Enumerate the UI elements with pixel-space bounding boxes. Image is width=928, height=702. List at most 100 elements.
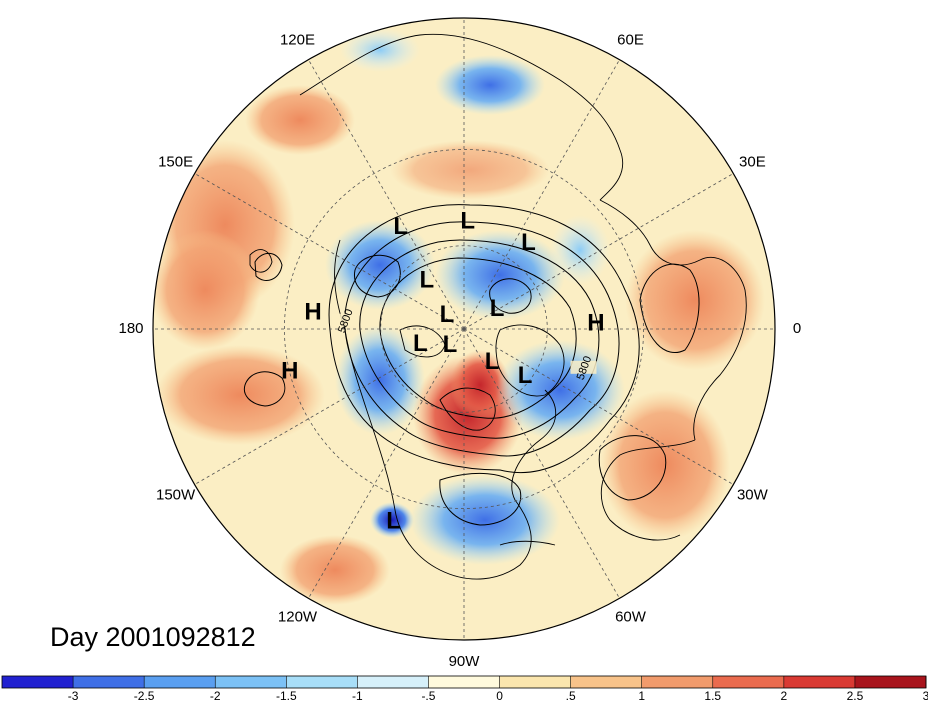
low-pressure-marker: L [443, 331, 458, 358]
colorbar-label: 3 [923, 689, 928, 702]
meridian-line [463, 328, 734, 485]
colorbar-swatch [783, 676, 856, 688]
longitude-label: 60W [615, 608, 647, 625]
colorbar-label: -2 [210, 689, 221, 702]
low-pressure-marker: L [521, 229, 536, 256]
colorbar-label: -2.5 [134, 689, 155, 702]
page-title: Day 2001092812 [50, 622, 256, 652]
longitude-label: 30E [739, 153, 766, 170]
longitude-label: 90W [449, 653, 481, 670]
low-pressure-marker: L [518, 362, 533, 389]
coast-africa [600, 439, 696, 541]
anomaly-europe [625, 230, 765, 370]
low-pressure-marker: L [460, 207, 475, 234]
meridian-line [463, 59, 620, 330]
longitude-label: 120W [278, 608, 318, 625]
longitude-label: 60E [617, 32, 644, 49]
latitude-circle [380, 245, 548, 413]
longitude-label: 90E [451, 0, 478, 4]
meridian-line [463, 328, 620, 599]
contour-atlantic-ridge [598, 435, 667, 501]
low-pressure-marker: L [440, 301, 455, 328]
coast-japan [249, 249, 273, 273]
contour-2 [344, 221, 620, 457]
colorbar-swatch [215, 676, 287, 688]
colorbar-label: 1 [638, 689, 645, 702]
colorbar-label: 2.5 [847, 689, 864, 702]
anomaly-dateline-south [155, 345, 325, 445]
low-pressure-marker: L [393, 213, 408, 240]
anomaly-northwest [245, 85, 355, 155]
colorbar-label: .5 [566, 689, 576, 702]
colorbar-label: 1.5 [704, 689, 721, 702]
anomaly-kara-sea [435, 55, 545, 115]
meridian-line [194, 173, 465, 330]
anomaly-alaska [335, 325, 425, 435]
coast-hudson-bay [439, 387, 496, 431]
meridian-line [194, 328, 465, 485]
anomaly-siberia [390, 140, 550, 200]
contour-high-east [639, 263, 700, 353]
colorbar-swatch [570, 676, 643, 688]
longitude-label: 30W [737, 486, 769, 503]
longitude-label: 150E [158, 153, 193, 170]
contour-3 [359, 239, 600, 439]
anomaly-northwest-blue [340, 28, 420, 72]
longitude-label: 180 [118, 320, 143, 337]
low-pressure-marker: L [485, 348, 500, 375]
longitude-label: 120E [280, 32, 315, 49]
low-pressure-marker: L [419, 267, 434, 294]
anomaly-baja [370, 502, 414, 538]
colorbar-swatch [712, 676, 785, 688]
coast-eurasia-north [299, 33, 624, 201]
coast-north-america-east [439, 389, 557, 580]
anomaly-north-america-core-2 [450, 350, 510, 420]
low-pressure-marker: L [386, 508, 401, 535]
colorbar-swatch [2, 676, 74, 688]
coast-europe [599, 199, 747, 441]
contour-low-west [353, 254, 401, 298]
contour-label-bg [331, 313, 358, 327]
contour-label-bg [570, 360, 597, 374]
meridian-line [308, 59, 465, 330]
contour-us [439, 472, 522, 526]
colorbar-label: -3 [68, 689, 79, 702]
longitude-label: 0 [793, 320, 801, 337]
high-pressure-marker: H [587, 310, 604, 337]
low-pressure-marker: L [413, 330, 428, 357]
longitude-labels: 90E 60E 30E 0 30W 60W 90W 120W 150W 180 150E 120E [118, 0, 801, 670]
contour-low-east [489, 278, 532, 314]
coast-greenland [495, 324, 565, 397]
meridian-line [308, 328, 465, 599]
colorbar-swatch [286, 676, 358, 688]
colorbar: -3 -2.5 -2 -1.5 -1 -.5 0 .5 1 1.5 2 2.5 3 [1, 675, 928, 702]
anomaly-shading [153, 18, 775, 640]
latitude-circle [283, 148, 645, 510]
colorbar-label: -1 [352, 689, 363, 702]
anomaly-west-pacific-2 [153, 230, 260, 350]
colorbar-label: 2 [781, 689, 788, 702]
coast-arctic-islands [399, 325, 446, 358]
low-pressure-marker: L [490, 295, 505, 322]
coast-caribbean [499, 540, 556, 546]
colorbar-label: -1.5 [276, 689, 297, 702]
height-contours [243, 204, 700, 526]
contour-inner [379, 257, 577, 419]
colorbar-swatch [144, 676, 216, 688]
graticule [153, 18, 775, 640]
colorbar-swatch [854, 676, 927, 688]
colorbar-label: 0 [496, 689, 503, 702]
colorbar-swatch [357, 676, 429, 688]
anomaly-atlantic-east [550, 215, 610, 285]
anomaly-east-pacific [280, 535, 390, 605]
longitude-label: 150W [156, 486, 196, 503]
high-pressure-marker: H [281, 358, 298, 385]
colorbar-swatch [73, 676, 145, 688]
meridian-line [463, 173, 734, 330]
coast-north-america-west [334, 239, 441, 571]
map-boundary [152, 17, 776, 641]
colorbar-swatch [499, 676, 572, 688]
anomaly-arctic-west [325, 220, 435, 310]
colorbar-label: -.5 [421, 689, 435, 702]
